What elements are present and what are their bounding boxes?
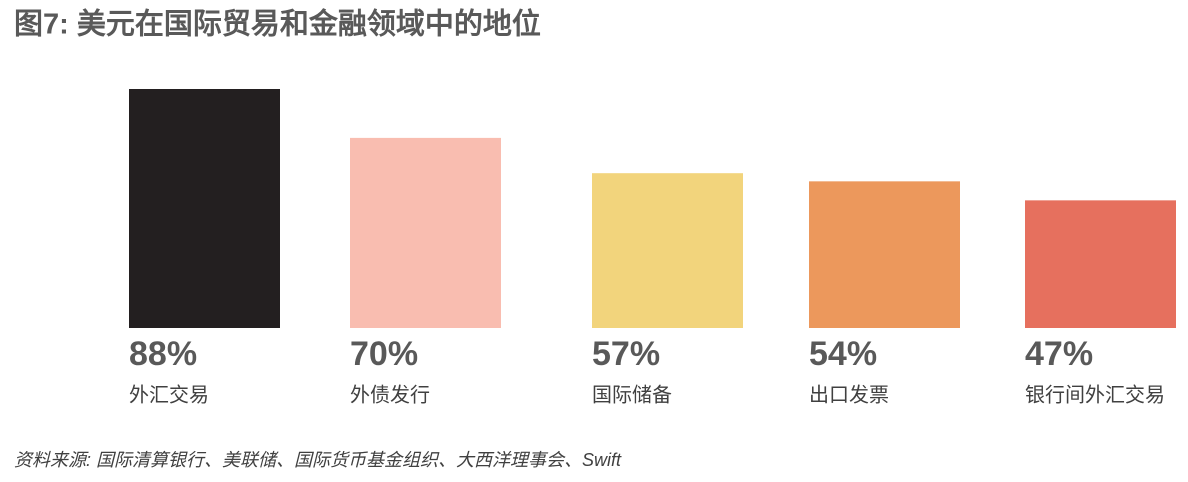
value-label: 54%: [809, 335, 877, 373]
category-label: 外债发行: [350, 383, 430, 406]
value-label: 70%: [350, 335, 418, 373]
bar: [350, 137, 501, 328]
bar: [592, 173, 743, 328]
category-label: 银行间外汇交易: [1025, 383, 1165, 406]
chart-title: 图7: 美元在国际贸易和金融领域中的地位: [14, 7, 541, 41]
value-label: 88%: [129, 335, 197, 373]
category-label: 国际储备: [592, 383, 672, 406]
category-label: 出口发票: [809, 383, 889, 406]
category-label: 外汇交易: [129, 383, 209, 406]
value-label: 57%: [592, 335, 660, 373]
value-label: 47%: [1025, 335, 1093, 373]
bar: [129, 89, 280, 328]
bar: [1025, 200, 1176, 328]
source-note: 资料来源: 国际清算银行、美联储、国际货币基金组织、大西洋理事会、Swift: [14, 450, 622, 470]
bar: [809, 181, 960, 328]
